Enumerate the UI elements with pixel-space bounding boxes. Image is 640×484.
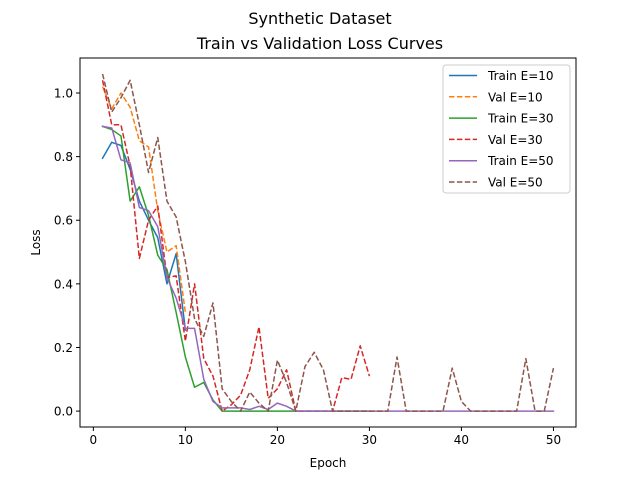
series-line-val-e-10 — [101, 86, 187, 313]
y-tick-label: 1.0 — [54, 86, 73, 100]
x-tick-label: 30 — [362, 433, 377, 447]
axes-frame — [79, 57, 577, 428]
legend: Train E=10 Val E=10 Train E=30 Val E=30 Trai… — [442, 64, 571, 194]
y-axis-label: Loss — [29, 229, 43, 255]
legend-frame — [442, 64, 571, 194]
legend-label-train-e-10: Train E=10 — [487, 69, 554, 83]
series-line-val-e-50 — [101, 73, 555, 412]
legend-label-train-e-30: Train E=30 — [487, 112, 554, 126]
x-tick-label: 20 — [270, 433, 285, 447]
chart-subtitle: Train vs Validation Loss Curves — [196, 34, 443, 53]
legend-label-val-e-30: Val E=30 — [488, 133, 543, 147]
x-tick-label: 10 — [178, 433, 193, 447]
plot-area — [101, 73, 555, 412]
y-tick-label: 0.4 — [54, 277, 73, 291]
y-axis-ticks: 0.0 0.2 0.4 0.6 0.8 1.0 — [54, 86, 80, 419]
y-tick-label: 0.6 — [54, 214, 73, 228]
legend-label-train-e-50: Train E=50 — [487, 154, 554, 168]
legend-label-val-e-10: Val E=10 — [488, 90, 543, 104]
y-tick-label: 0.2 — [54, 341, 73, 355]
x-axis-label: Epoch — [310, 456, 347, 470]
y-tick-label: 0.0 — [54, 405, 73, 419]
x-tick-label: 0 — [90, 433, 98, 447]
y-tick-label: 0.8 — [54, 150, 73, 164]
x-axis-ticks: 0 10 20 30 40 50 — [90, 427, 561, 447]
legend-items: Train E=10 Val E=10 Train E=30 Val E=30 Trai… — [449, 69, 554, 190]
legend-label-val-e-50: Val E=50 — [488, 176, 543, 190]
x-tick-label: 40 — [454, 433, 469, 447]
x-tick-label: 50 — [546, 433, 561, 447]
chart-title: Synthetic Dataset — [248, 9, 391, 28]
